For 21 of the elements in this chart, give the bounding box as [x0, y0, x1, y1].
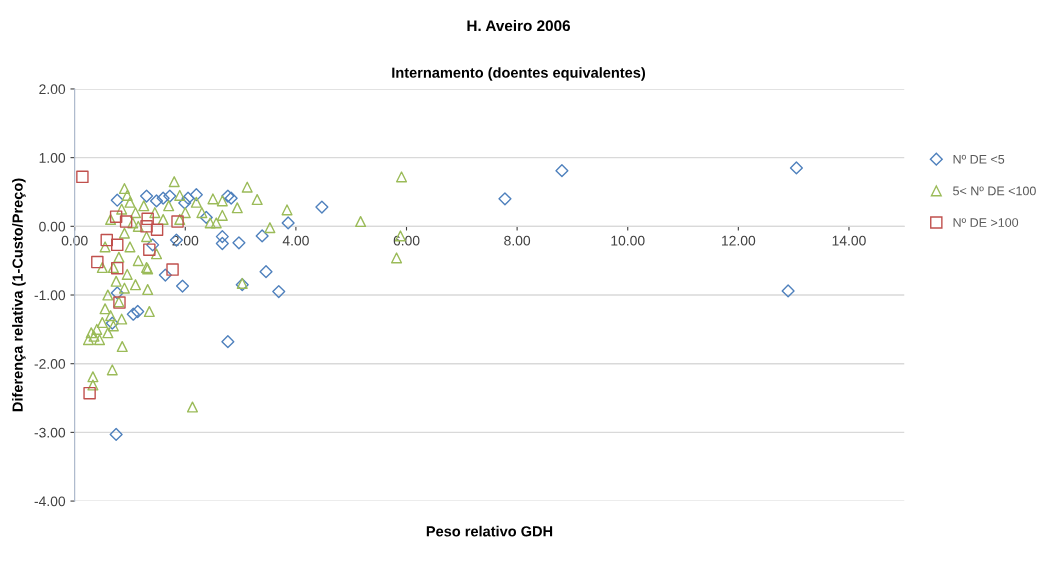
- x-tick-label: 4.00: [282, 235, 309, 246]
- y-axis-title: Diferença relativa (1-Custo/Preço): [12, 178, 26, 412]
- x-tick-label: 0.00: [61, 235, 88, 246]
- legend-label: Nº DE >100: [953, 218, 1019, 227]
- x-axis-title: Peso relativo GDH: [426, 525, 553, 537]
- y-tick-label: -4.00: [34, 496, 66, 507]
- x-tick-label: 12.00: [722, 235, 756, 246]
- y-tick-label: -3.00: [34, 427, 66, 438]
- y-tick-label: 1.00: [39, 152, 66, 163]
- x-tick-label: 10.00: [611, 235, 645, 246]
- y-tick-label: 2.00: [39, 84, 66, 95]
- y-tick-label: -1.00: [34, 290, 66, 301]
- y-tick-label: 0.00: [39, 221, 66, 232]
- y-tick-label: -2.00: [34, 359, 66, 369]
- x-tick-label: 6.00: [393, 235, 420, 246]
- chart-subtitle: Internamento (doentes equivalentes): [392, 67, 646, 81]
- x-tick-label: 8.00: [504, 235, 531, 246]
- legend-label: 5< Nº DE <100: [953, 186, 1036, 196]
- x-tick-label: 14.00: [832, 235, 866, 246]
- legend-label: Nº DE <5: [953, 154, 1005, 164]
- chart-title: H. Aveiro 2006: [467, 19, 571, 32]
